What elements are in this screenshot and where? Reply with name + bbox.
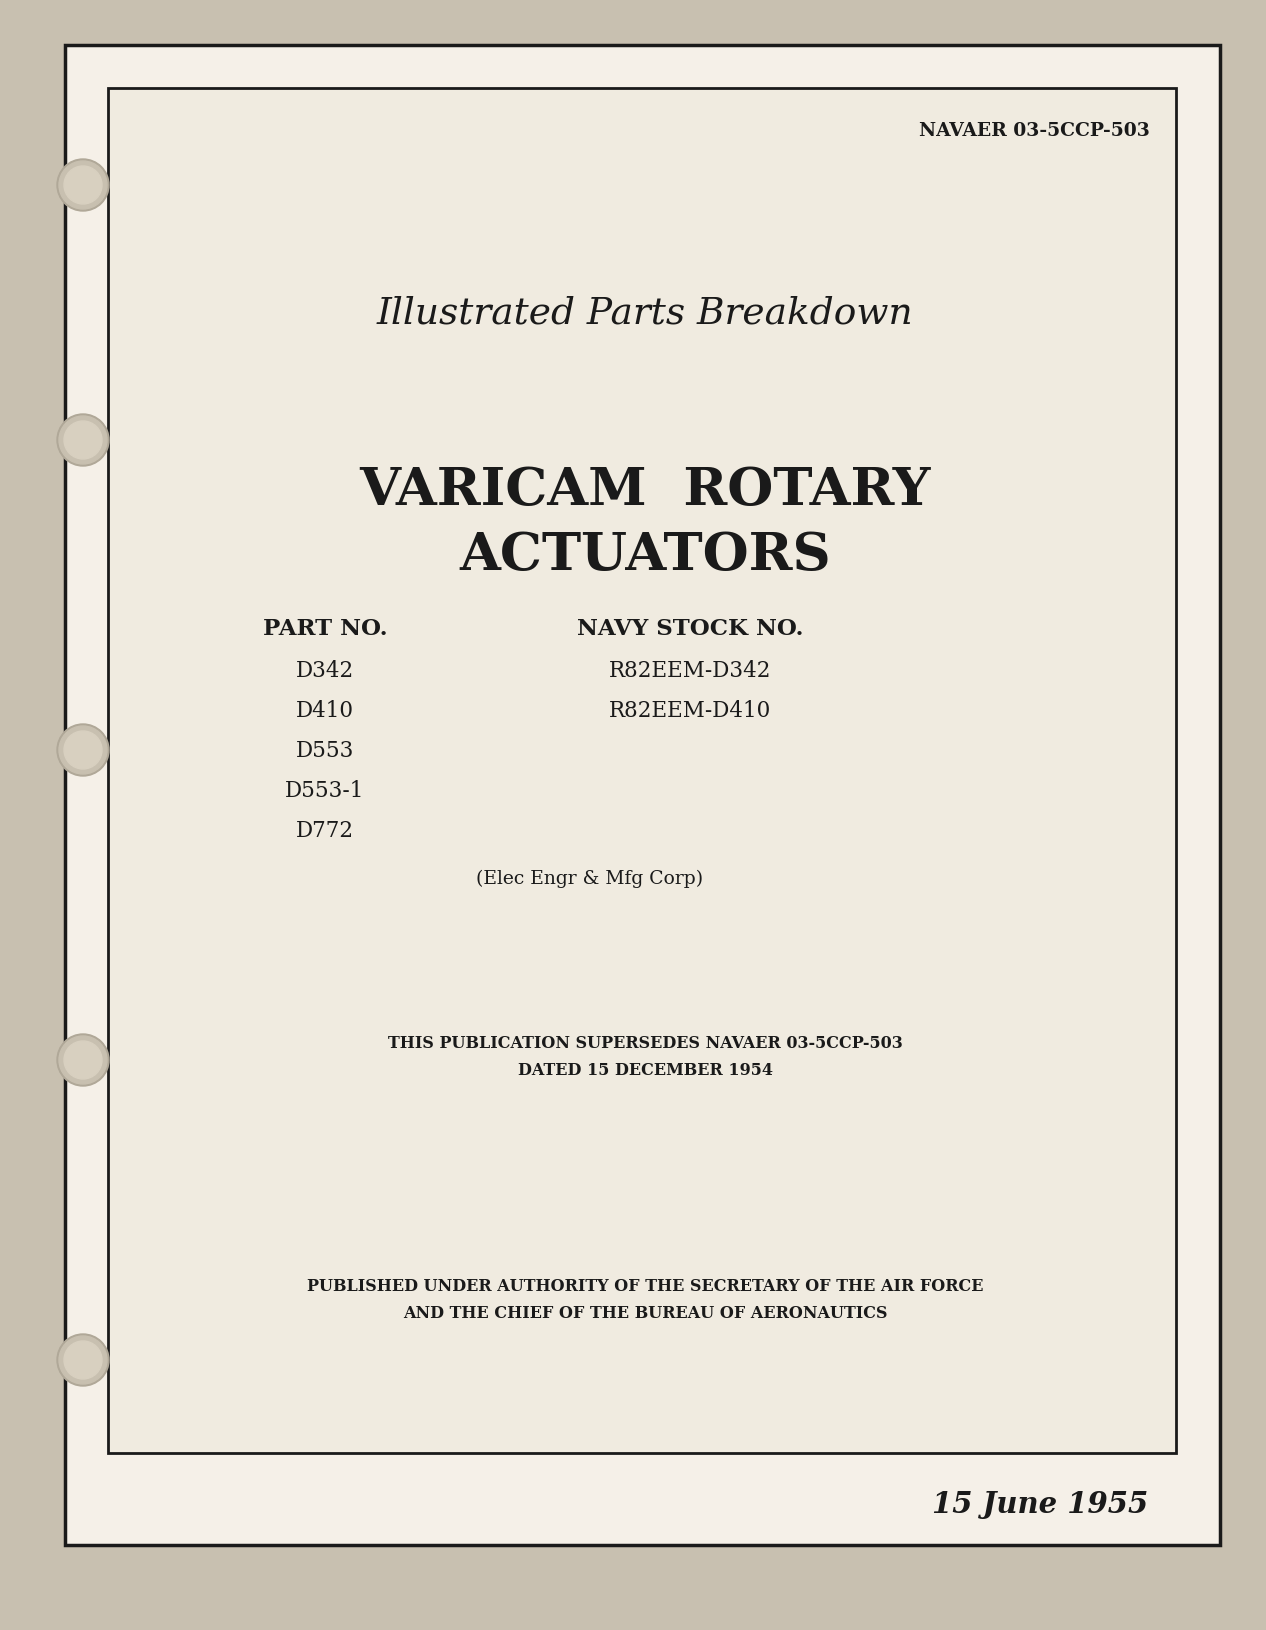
Text: ACTUATORS: ACTUATORS [460, 530, 830, 580]
Text: (Elec Engr & Mfg Corp): (Elec Engr & Mfg Corp) [476, 870, 704, 888]
Text: AND THE CHIEF OF THE BUREAU OF AERONAUTICS: AND THE CHIEF OF THE BUREAU OF AERONAUTI… [403, 1306, 887, 1322]
Circle shape [65, 166, 103, 204]
Text: 15 June 1955: 15 June 1955 [932, 1490, 1148, 1519]
Text: DATED 15 DECEMBER 1954: DATED 15 DECEMBER 1954 [518, 1063, 772, 1079]
Circle shape [60, 725, 108, 774]
Text: PUBLISHED UNDER AUTHORITY OF THE SECRETARY OF THE AIR FORCE: PUBLISHED UNDER AUTHORITY OF THE SECRETA… [306, 1278, 984, 1294]
Circle shape [65, 1042, 103, 1079]
Circle shape [65, 730, 103, 769]
Circle shape [60, 161, 108, 209]
Text: THIS PUBLICATION SUPERSEDES NAVAER 03-5CCP-503: THIS PUBLICATION SUPERSEDES NAVAER 03-5C… [387, 1035, 903, 1051]
Circle shape [60, 1337, 108, 1384]
Bar [108, 88, 1176, 1452]
Circle shape [57, 1033, 109, 1086]
Text: D410: D410 [296, 699, 354, 722]
Text: NAVAER 03-5CCP-503: NAVAER 03-5CCP-503 [919, 122, 1150, 140]
Text: R82EEM-D342: R82EEM-D342 [609, 660, 771, 681]
Text: R82EEM-D410: R82EEM-D410 [609, 699, 771, 722]
Text: D342: D342 [296, 660, 354, 681]
Circle shape [60, 416, 108, 465]
Circle shape [57, 160, 109, 210]
Circle shape [65, 421, 103, 460]
Circle shape [65, 1341, 103, 1379]
Text: D772: D772 [296, 820, 354, 843]
Text: NAVY STOCK NO.: NAVY STOCK NO. [577, 618, 803, 641]
Circle shape [57, 1333, 109, 1386]
Circle shape [57, 414, 109, 466]
Text: D553-1: D553-1 [285, 781, 365, 802]
Circle shape [60, 1037, 108, 1084]
Circle shape [57, 724, 109, 776]
Text: D553: D553 [296, 740, 354, 761]
Text: Illustrated Parts Breakdown: Illustrated Parts Breakdown [377, 295, 913, 331]
Text: VARICAM  ROTARY: VARICAM ROTARY [360, 465, 931, 517]
Text: PART NO.: PART NO. [262, 618, 387, 641]
